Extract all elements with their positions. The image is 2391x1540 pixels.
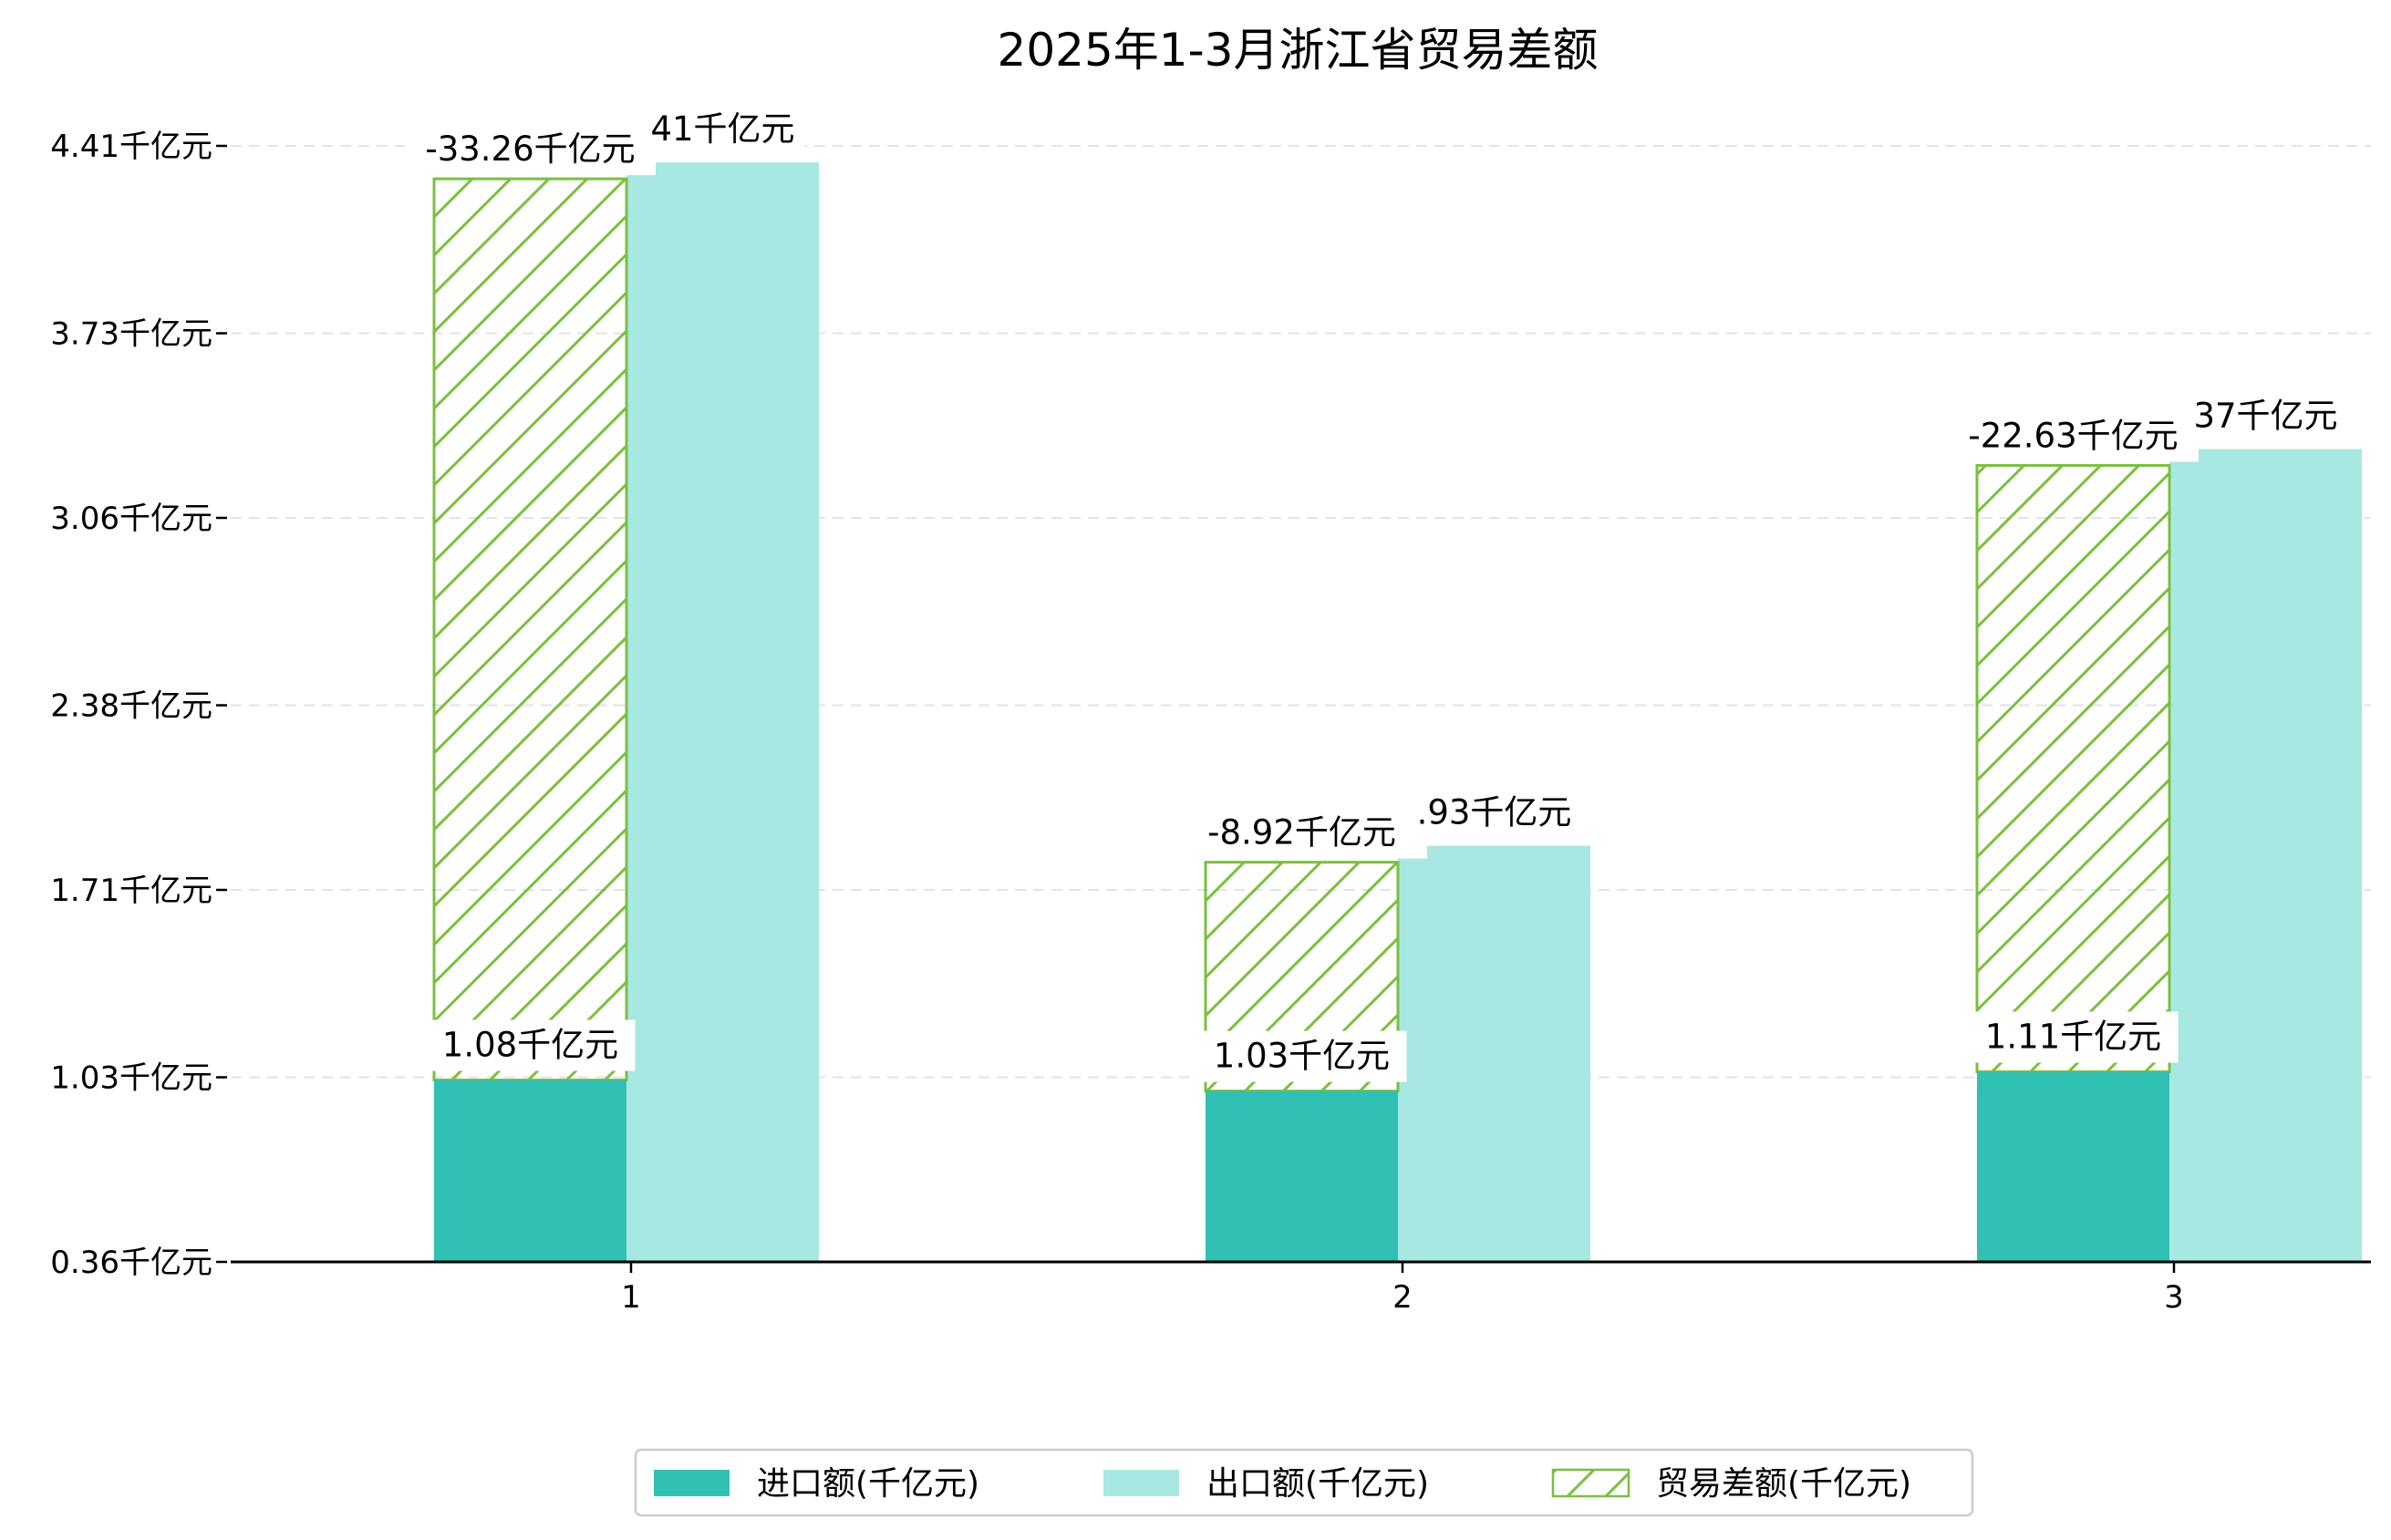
- label-trade-balance: -22.63千亿元: [1968, 416, 2178, 455]
- y-tick-label: 1.71千亿元: [50, 873, 212, 909]
- label-import-bg: [425, 1019, 636, 1071]
- label-import: 1.08千亿元: [442, 1026, 618, 1065]
- y-tick-label: 3.06千亿元: [50, 501, 212, 537]
- legend: 进口额(千亿元) 出口额(千亿元) 贸易差额(千亿元): [634, 1448, 1974, 1517]
- label-import-bg: [1196, 1030, 1407, 1082]
- bar-export: [2169, 449, 2362, 1262]
- x-tick-label: 3: [2164, 1279, 2184, 1316]
- x-tick-label: 2: [1392, 1279, 1413, 1316]
- legend-swatch-balance: [1551, 1468, 1630, 1498]
- x-tick-label: 1: [621, 1279, 641, 1316]
- bar-export: [1398, 845, 1590, 1262]
- label-trade-balance-bg: [1176, 807, 1427, 859]
- legend-swatch-import: [654, 1470, 730, 1496]
- label-import: 1.11千亿元: [1985, 1017, 2161, 1056]
- label-export: 37千亿元: [2193, 396, 2337, 435]
- legend-swatch-export: [1103, 1470, 1179, 1496]
- y-tick-label: 4.41千亿元: [50, 129, 212, 165]
- bar-trade-balance: [432, 177, 628, 1082]
- legend-frame: [634, 1448, 1974, 1517]
- data-labels: -33.26千亿元 41千亿元 1.08千亿元 -8.92千亿元 .93千亿元 1.03千…: [405, 104, 2348, 1082]
- y-tick-label: 3.73千亿元: [50, 316, 212, 353]
- label-import: 1.03千亿元: [1214, 1037, 1390, 1076]
- label-export: 41千亿元: [650, 109, 794, 149]
- legend-label-export: 出口额(千亿元): [1206, 1465, 1429, 1503]
- x-axis: 1 2 3: [231, 1260, 2371, 1316]
- bar-import: [434, 1080, 626, 1262]
- label-export: .93千亿元: [1417, 793, 1572, 832]
- legend-label-balance: 贸易差额(千亿元): [1656, 1465, 1911, 1503]
- chart-title: 2025年1-3月浙江省贸易差额: [998, 24, 1599, 77]
- label-trade-balance-bg: [1948, 410, 2199, 462]
- bar-import: [1206, 1090, 1398, 1262]
- y-tick-label: 1.03千亿元: [50, 1060, 212, 1097]
- label-trade-balance-bg: [405, 124, 656, 176]
- label-trade-balance: -33.26千亿元: [425, 129, 635, 169]
- bars: [432, 162, 2362, 1263]
- label-import-bg: [1968, 1011, 2179, 1063]
- y-axis: 0.36千亿元 1.03千亿元 1.71千亿元 2.38千亿元 3.06千亿元 3.73千…: [50, 129, 227, 1281]
- y-tick-label: 0.36千亿元: [50, 1245, 212, 1281]
- legend-label-import: 进口额(千亿元): [757, 1465, 979, 1503]
- label-export-bg: [1412, 787, 1577, 839]
- label-export-bg: [640, 104, 805, 156]
- y-tick-label: 2.38千亿元: [50, 688, 212, 725]
- bar-export: [626, 162, 819, 1263]
- bar-import: [1977, 1071, 2169, 1262]
- label-trade-balance: -8.92千亿元: [1207, 813, 1396, 853]
- label-export-bg: [2183, 390, 2348, 442]
- bar-trade-balance: [1975, 463, 2171, 1073]
